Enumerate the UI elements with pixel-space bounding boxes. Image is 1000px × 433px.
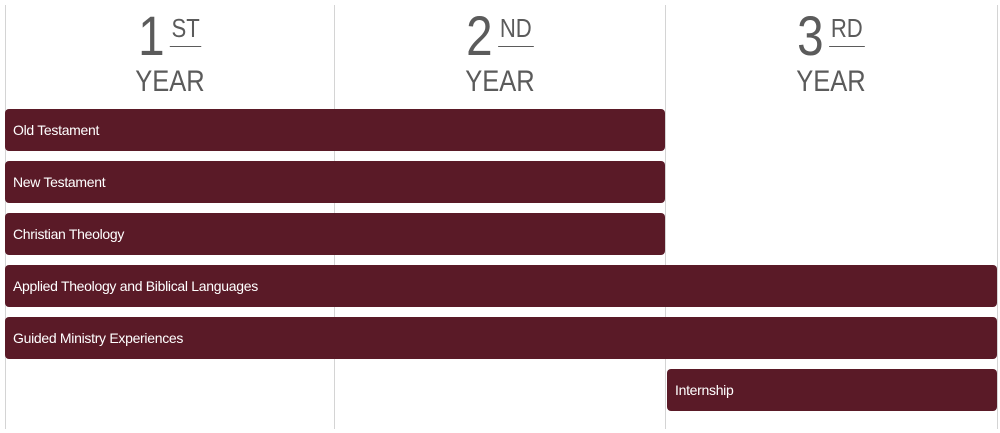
course-bar: Guided Ministry Experiences [5, 317, 997, 359]
divider [665, 5, 666, 429]
year-number: 1 [137, 4, 164, 67]
year-header: 1 ST YEAR [5, 8, 335, 98]
year-number: 2 [465, 4, 492, 67]
year-header: 3 RD YEAR [666, 8, 996, 98]
course-bar: Internship [667, 369, 997, 411]
course-bar: Old Testament [5, 109, 665, 151]
course-bar: Applied Theology and Biblical Languages [5, 265, 997, 307]
year-suffix: ST [169, 14, 202, 47]
year-suffix: RD [828, 14, 865, 47]
year-suffix: ND [497, 14, 534, 47]
divider [997, 5, 998, 429]
year-label: YEAR [135, 65, 205, 98]
year-label: YEAR [465, 65, 535, 98]
year-number: 3 [796, 4, 823, 67]
course-bar: New Testament [5, 161, 665, 203]
course-bar: Christian Theology [5, 213, 665, 255]
year-label: YEAR [796, 65, 866, 98]
year-header: 2 ND YEAR [335, 8, 665, 98]
